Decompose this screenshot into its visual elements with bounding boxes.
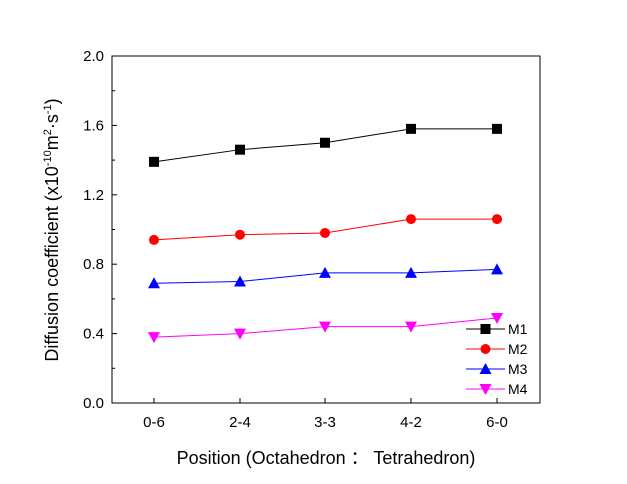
x-tick-label: 6-0 [486, 414, 508, 431]
legend-marker [479, 384, 492, 395]
data-point [406, 214, 416, 225]
data-point [148, 277, 160, 289]
series-m4 [148, 312, 503, 344]
x-axis-title: Position (Octahedron ： Tetrahedron) [177, 448, 476, 468]
x-tick-label: 0-6 [143, 414, 165, 431]
data-point [492, 123, 502, 134]
data-point [405, 266, 417, 278]
legend-item-m4: M4 [466, 381, 528, 397]
legend-item-m2: M2 [466, 341, 528, 357]
data-point [320, 137, 330, 148]
legend-marker [479, 363, 492, 374]
x-tick-label: 4-2 [400, 414, 422, 431]
series-m1 [149, 123, 502, 167]
data-point [491, 263, 503, 275]
x-tick-label: 3-3 [314, 414, 336, 431]
data-point [234, 275, 246, 287]
legend-label: M2 [508, 341, 528, 357]
data-point [148, 332, 160, 344]
data-point [235, 144, 245, 155]
data-point [234, 328, 246, 340]
y-tick-label: 1.6 [83, 117, 104, 134]
data-point [320, 227, 330, 238]
data-point [149, 234, 159, 245]
series-m2 [149, 214, 502, 245]
data-point [491, 312, 503, 324]
legend-marker [480, 324, 491, 334]
data-point [149, 156, 159, 167]
legend-item-m1: M1 [466, 321, 528, 337]
y-axis-title: Diffusion coefficient (x10-10m2·s-1) [42, 98, 62, 361]
data-point [319, 266, 331, 278]
y-tick-label: 0.8 [83, 256, 104, 273]
data-point [405, 321, 417, 333]
data-point [319, 321, 331, 333]
y-tick-label: 0.0 [83, 395, 104, 412]
x-tick-label: 2-4 [229, 414, 251, 431]
y-tick-label: 2.0 [83, 48, 104, 65]
legend-marker [480, 344, 491, 354]
legend-label: M3 [508, 361, 528, 377]
y-tick-label: 1.2 [83, 187, 104, 204]
y-tick-label: 0.4 [83, 326, 104, 343]
data-point [406, 123, 416, 134]
legend-label: M4 [508, 381, 528, 397]
legend-item-m3: M3 [466, 361, 528, 377]
data-point [235, 229, 245, 240]
data-point [492, 214, 502, 225]
series-m3 [148, 263, 503, 289]
legend-label: M1 [508, 321, 528, 337]
